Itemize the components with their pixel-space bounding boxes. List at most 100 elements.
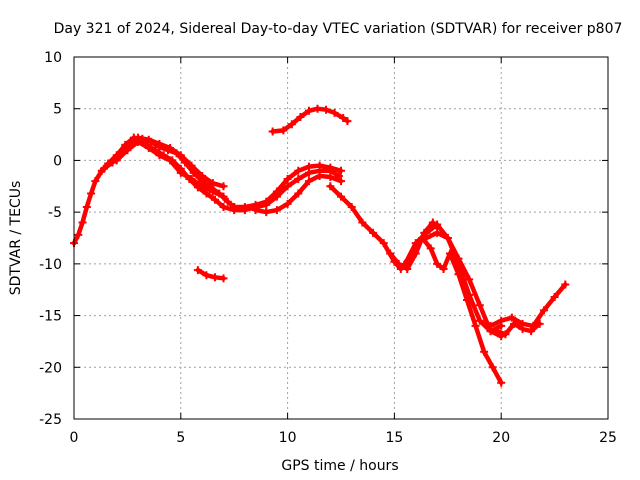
- y-tick-label: -20: [39, 360, 62, 376]
- data-point: [401, 259, 410, 268]
- y-tick-label: 10: [44, 50, 62, 66]
- data-point: [82, 202, 91, 211]
- y-tick-label: 5: [53, 102, 62, 118]
- data-point: [283, 182, 292, 191]
- data-point: [144, 144, 153, 153]
- y-tick-labels: -25 -20 -15 -10 -5 0 5 10: [39, 50, 62, 428]
- data-point: [240, 202, 249, 211]
- data-point: [219, 274, 228, 283]
- series-line: [195, 267, 226, 281]
- data-point: [268, 127, 277, 136]
- data-point: [91, 177, 100, 186]
- series-line: [328, 184, 504, 386]
- data-point: [337, 177, 345, 186]
- data-point: [379, 239, 388, 248]
- data-point: [74, 230, 83, 239]
- series-arc-10: [326, 182, 506, 387]
- data-point: [296, 112, 305, 121]
- data-point: [433, 220, 442, 229]
- data-point: [497, 316, 506, 325]
- data-point: [187, 175, 196, 184]
- data-point: [166, 144, 175, 153]
- data-series-group: [70, 104, 570, 387]
- data-point: [166, 156, 175, 165]
- data-point: [426, 244, 435, 253]
- data-point: [561, 280, 570, 289]
- data-point: [210, 195, 219, 204]
- x-axis-title: GPS time / hours: [281, 458, 398, 474]
- data-point: [193, 266, 202, 275]
- data-point: [386, 249, 395, 258]
- x-tick-label: 5: [176, 430, 185, 446]
- data-point: [272, 206, 281, 215]
- data-point: [337, 166, 345, 175]
- data-point: [411, 249, 420, 258]
- data-point: [510, 319, 519, 328]
- data-point: [465, 275, 474, 284]
- x-tick-label: 15: [385, 430, 403, 446]
- data-point: [202, 271, 211, 280]
- data-point: [219, 192, 228, 201]
- data-point: [439, 265, 448, 274]
- data-point: [518, 325, 527, 334]
- series-line: [125, 135, 226, 189]
- series-arc-6: [230, 161, 345, 211]
- data-point: [535, 319, 544, 328]
- data-point: [465, 290, 474, 299]
- series-arc-8: [268, 104, 352, 136]
- data-point: [208, 179, 217, 188]
- data-point: [108, 158, 117, 167]
- grid-lines: [74, 57, 608, 419]
- data-point: [507, 313, 516, 322]
- data-point: [480, 347, 489, 356]
- data-point: [527, 327, 536, 336]
- data-point: [403, 265, 412, 274]
- data-point: [219, 202, 228, 211]
- data-point: [497, 378, 506, 387]
- data-point: [475, 301, 484, 310]
- data-point: [411, 239, 420, 248]
- x-tick-labels: 0 5 10 15 20 25: [70, 430, 617, 446]
- data-point: [475, 316, 484, 325]
- data-point: [454, 259, 463, 268]
- data-point: [304, 177, 313, 186]
- data-point: [176, 151, 185, 160]
- data-point: [262, 208, 271, 217]
- data-point: [326, 163, 335, 172]
- x-tick-label: 10: [279, 430, 297, 446]
- data-point: [198, 171, 207, 180]
- data-point: [369, 228, 378, 237]
- data-point: [279, 126, 288, 135]
- x-tick-label: 0: [70, 430, 79, 446]
- data-point: [550, 292, 559, 301]
- plot-frame: [73, 56, 609, 420]
- data-point: [198, 182, 207, 191]
- data-point: [347, 202, 356, 211]
- y-tick-label: -25: [39, 412, 62, 428]
- data-point: [87, 189, 96, 198]
- data-point: [443, 234, 452, 242]
- data-point: [272, 187, 281, 196]
- data-point: [112, 156, 121, 165]
- series-line: [270, 106, 350, 134]
- data-point: [262, 197, 271, 206]
- data-point: [144, 135, 153, 144]
- series-arc-14: [486, 280, 570, 330]
- data-point: [304, 106, 313, 115]
- data-point: [155, 139, 164, 148]
- y-tick-label: 0: [53, 153, 62, 169]
- data-point: [294, 175, 303, 184]
- series-arc-15: [492, 319, 544, 339]
- data-point: [326, 182, 335, 191]
- y-tick-label: -10: [39, 257, 62, 273]
- data-point: [471, 321, 480, 330]
- data-point: [337, 192, 345, 201]
- data-point: [187, 161, 196, 170]
- data-point: [358, 218, 367, 227]
- series-arc-9: [193, 266, 228, 283]
- x-tick-label: 20: [492, 430, 510, 446]
- data-point: [155, 151, 164, 160]
- data-point: [251, 206, 260, 215]
- data-point: [294, 166, 303, 175]
- data-point: [330, 108, 339, 117]
